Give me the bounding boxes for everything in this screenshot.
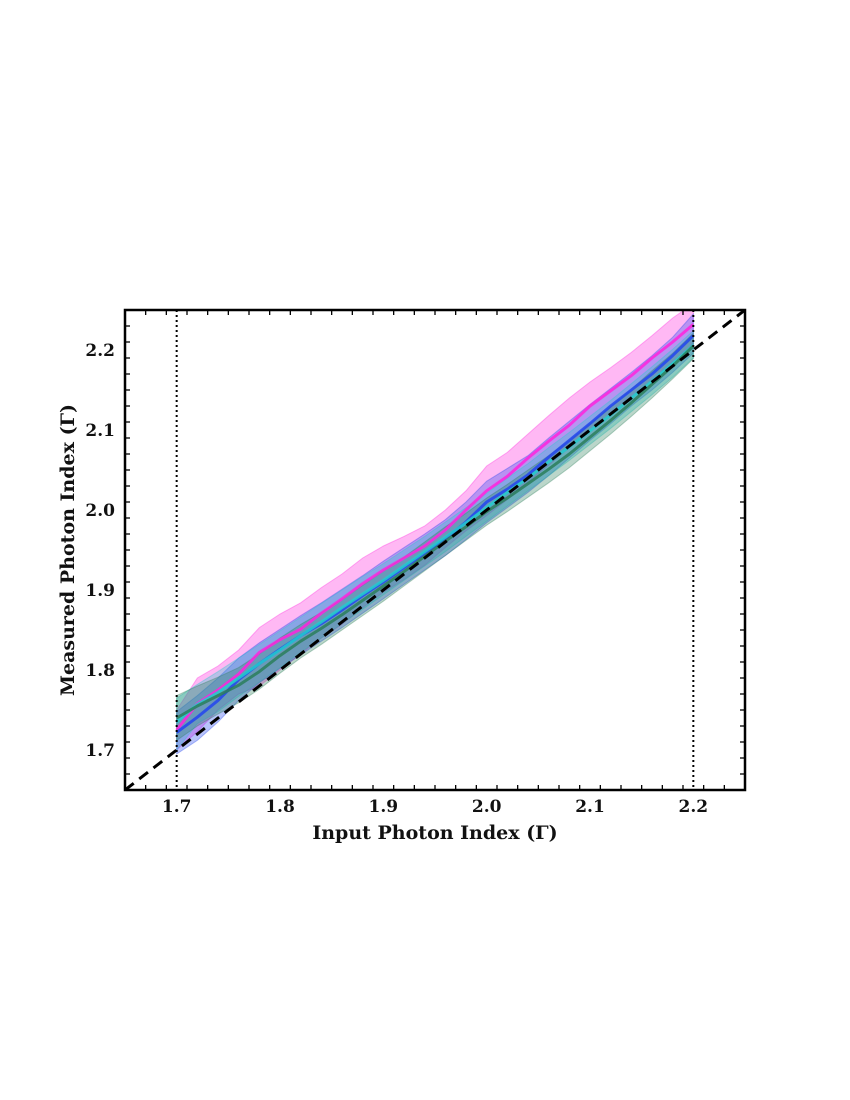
y-tick-label: 2.2 [85,341,115,361]
series-line-1 [175,323,695,731]
x-tick-label: 2.2 [679,797,709,817]
x-tick-label: 2.1 [575,797,605,817]
series-band-2 [176,312,694,755]
y-tick-label: 1.9 [85,581,115,601]
x-tick-label: 2.0 [472,797,502,817]
y-tick-label: 2.0 [85,501,115,521]
y-axis-label: Measured Photon Index (Γ) [57,404,79,696]
tick-labels: 1.7 1.8 1.9 2.0 2.1 2.2 1.7 1.8 1.9 2.0 2.1 2.2 [85,341,708,817]
plot-frame [123,308,747,792]
series-band-1 [176,310,694,752]
series-lines [175,323,695,734]
y-tick-label: 1.7 [85,741,115,761]
series-band-3 [176,329,694,752]
x-tick-label: 1.7 [162,797,192,817]
y-tick-label: 2.1 [85,421,115,441]
x-tick-label: 1.8 [265,797,295,817]
x-axis-label: Input Photon Index (Γ) [312,822,557,844]
identity-line [125,310,745,790]
y-tick-label: 1.8 [85,661,115,681]
series-line-4 [175,344,695,720]
series-line-3 [175,344,695,724]
x-tick-label: 1.9 [369,797,399,817]
reference-lines [125,310,745,790]
